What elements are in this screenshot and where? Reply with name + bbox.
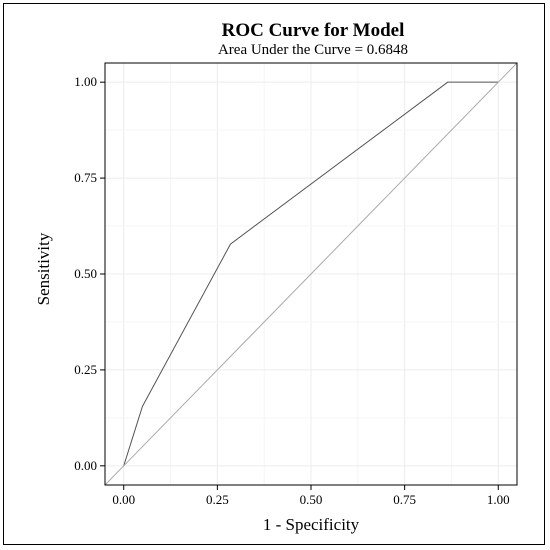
chart-subtitle: Area Under the Curve = 0.6848 [218,42,408,58]
y-axis: 0.00 0.25 0.50 0.75 1.00 [74,74,105,473]
y-axis-title: Sensitivity [34,232,53,305]
roc-curve-line [123,81,499,466]
y-tick-label: 0.25 [74,362,97,377]
y-tick-label: 0.50 [74,266,97,281]
x-tick-label: 1.00 [487,492,510,507]
x-axis-title: 1 - Specificity [263,515,360,534]
x-tick-label: 0.25 [206,492,229,507]
chart-frame [3,3,545,545]
grid [105,63,517,485]
series-layer [104,62,518,486]
x-tick-label: 0.75 [393,492,416,507]
y-tick-label: 1.00 [74,74,97,89]
x-tick-label: 0.00 [112,492,135,507]
y-tick-label: 0.75 [74,170,97,185]
y-tick-label: 0.00 [74,458,97,473]
x-tick-label: 0.50 [300,492,323,507]
x-axis: 0.00 0.25 0.50 0.75 1.00 [112,485,510,507]
reference-diagonal-line [104,62,518,486]
chart-title: ROC Curve for Model [222,20,405,41]
